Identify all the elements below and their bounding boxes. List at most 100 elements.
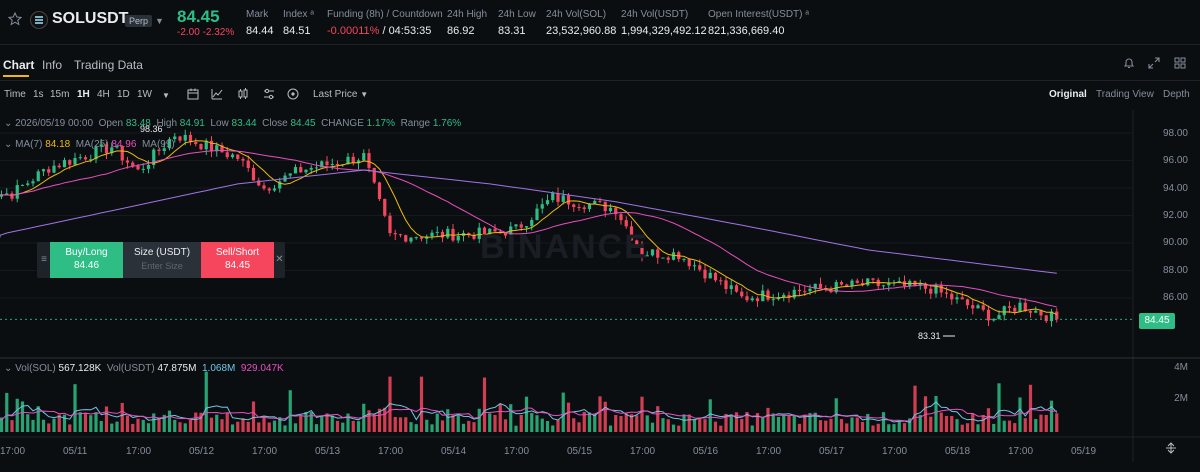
view-original[interactable]: Original [1049,89,1087,100]
candle [703,269,707,279]
candle [482,227,487,235]
price-type-select[interactable]: Last Price ▼ [313,89,369,100]
volume-bar [708,399,712,432]
candle [734,285,739,292]
candle [792,289,796,298]
volume-bar [724,413,728,432]
volume-bar [897,421,901,432]
candle [493,228,497,232]
candle-type-icon[interactable] [236,87,250,101]
collapse-caret-icon[interactable]: ⌄ [4,363,13,374]
tab-info[interactable]: Info [42,58,63,72]
collapse-caret-icon[interactable]: ⌄ [4,118,13,129]
candle [992,318,996,321]
candle [5,193,9,195]
volume-bar [283,425,287,432]
price-axis-label: 88.00 [1162,265,1188,276]
volume-bar [320,416,324,432]
stat-label-open-interest[interactable]: Open Interest(USDT) ᵃ [708,9,809,20]
ma7-line [0,140,1058,316]
candle [656,249,660,258]
candle [929,288,933,294]
expand-icon[interactable] [1147,56,1161,70]
interval-1w[interactable]: 1W [137,89,152,100]
candle [708,272,712,279]
candlestick-chart[interactable] [0,110,1200,462]
candle [477,227,481,239]
low-marker-label: 83.31 [918,331,941,341]
interval-time[interactable]: Time [4,89,26,100]
interval-more-icon[interactable]: ▼ [162,91,170,100]
tab-trading-data[interactable]: Trading Data [74,58,143,72]
tab-chart[interactable]: Chart [3,58,35,72]
candle [566,195,571,205]
volume-bar [246,421,250,432]
candle [608,207,613,212]
interval-1s[interactable]: 1s [33,89,44,100]
interval-15m[interactable]: 15m [50,89,70,100]
volume-bar [278,417,282,432]
volume-bar [162,414,166,432]
scroll-to-latest-icon[interactable] [1164,441,1178,455]
indicator-icon[interactable] [286,87,300,101]
sell-short-button[interactable]: Sell/Short 84.45 [201,242,274,278]
volume-bar [288,390,292,432]
candle [104,144,109,154]
size-input[interactable]: Size (USDT) Enter Size [123,242,201,278]
candle [199,144,203,150]
volume-bar [146,423,151,432]
settings-sliders-icon[interactable] [262,87,276,101]
volume-bar [776,416,781,432]
volume-axis-label: 4M [1174,362,1188,373]
volume-bar [115,421,119,432]
interval-1d[interactable]: 1D [117,89,130,100]
candle [923,283,928,289]
collapse-caret-icon[interactable]: ⌄ [4,139,13,150]
interval-1h[interactable]: 1H [77,89,90,100]
favorite-star-icon[interactable] [8,12,22,26]
stat-label-index[interactable]: Index ᵃ [283,9,314,20]
volume-bar [824,420,828,432]
volume-bar [561,392,565,432]
view-depth[interactable]: Depth [1163,89,1190,100]
volume-bar [971,413,975,432]
close-icon[interactable]: ✕ [275,254,284,265]
candle [887,283,891,286]
candle [157,149,161,151]
volume-bar [1002,420,1006,432]
buy-long-button[interactable]: Buy/Long 84.46 [50,242,123,278]
symbol-name[interactable]: SOLUSDT [52,10,129,27]
candle [362,153,366,161]
stat-value-open-interest: 821,336,669.40 [708,25,785,37]
volume-bar [860,421,865,432]
stat-value-24h-vol-usdt: 1,994,329,492.12 [621,25,707,37]
last-price: 84.45 [177,7,220,26]
candle [755,298,760,302]
volume-bar [771,413,775,432]
candle [498,231,502,233]
candle [640,245,644,256]
volume-bar [215,414,219,432]
calendar-icon[interactable] [186,87,200,101]
volume-bar [719,425,723,432]
volume-bar [913,385,917,432]
candle [430,232,434,237]
time-axis-label: 05/16 [693,446,719,457]
candle [78,157,82,159]
layout-grid-icon[interactable] [1173,56,1187,70]
exchange-watermark: BINANCE [480,228,649,266]
view-trading-view[interactable]: Trading View [1096,89,1154,100]
interval-4h[interactable]: 4H [97,89,110,100]
candle [1034,310,1038,313]
time-axis-label: 17:00 [882,446,908,457]
drag-handle-icon[interactable]: ≡ [41,254,47,265]
volume-bar [745,412,749,432]
volume-bar [713,421,718,432]
ticker-bar [0,0,1200,45]
bell-icon[interactable] [1122,56,1136,70]
volume-bar [666,419,670,432]
symbol-dropdown-icon[interactable]: ▼ [155,16,164,26]
line-chart-icon[interactable] [210,87,224,101]
candle [556,193,560,202]
candle [782,294,786,298]
